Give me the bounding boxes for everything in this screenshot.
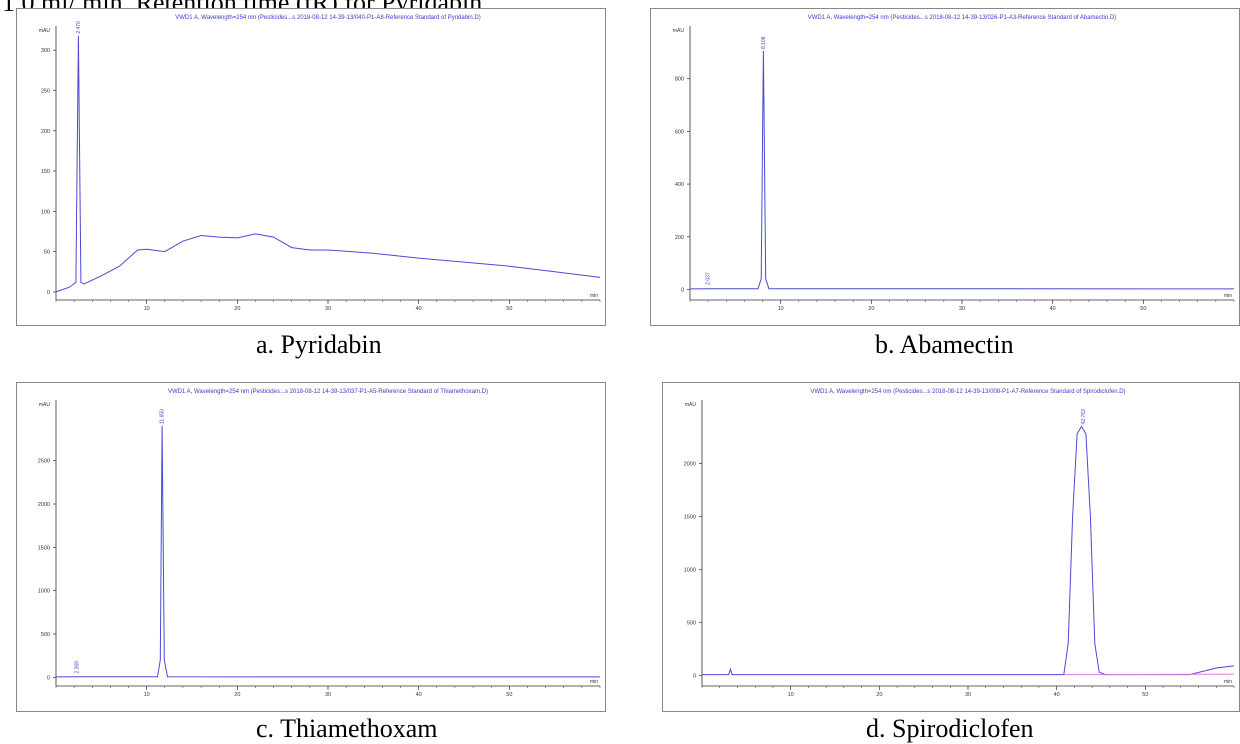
chart-svg: VWD1 A, Wavelength=254 nm (Pesticides...… [16, 8, 606, 326]
x-tick-label: 10 [144, 306, 150, 312]
x-axis-label: min [590, 679, 598, 685]
y-tick-label: 200 [675, 235, 684, 241]
y-tick-label: 1000 [684, 567, 696, 573]
x-tick-label: 40 [416, 306, 422, 312]
y-tick-label: 300 [41, 48, 50, 54]
chart-title: VWD1 A, Wavelength=254 nm (Pesticides...… [168, 389, 488, 395]
x-axis-label: min [1224, 293, 1232, 299]
caption-spirodiclofen: d. Spirodiclofen [866, 714, 1034, 743]
x-tick-label: 20 [234, 692, 240, 698]
y-tick-label: 50 [44, 250, 50, 256]
y-tick-label: 0 [47, 675, 50, 681]
x-tick-label: 20 [234, 306, 240, 312]
y-tick-label: 100 [41, 209, 50, 215]
y-tick-label: 500 [687, 620, 696, 626]
y-tick-label: 2500 [38, 459, 50, 465]
series-line [1063, 673, 1235, 676]
y-tick-label: 0 [681, 287, 684, 293]
x-tick-label: 40 [416, 692, 422, 698]
chart-title: VWD1 A, Wavelength=254 nm (Pesticides...… [175, 15, 480, 21]
x-axis-label: min [1224, 679, 1232, 685]
panel-frame [16, 8, 606, 326]
chart-title: VWD1 A, Wavelength=254 nm (Pesticides...… [808, 15, 1116, 21]
chromatogram-pyridabin: VWD1 A, Wavelength=254 nm (Pesticides...… [16, 8, 606, 326]
x-tick-label: 10 [778, 306, 784, 312]
peak-label: 8.108 [761, 36, 767, 49]
caption-pyridabin: a. Pyridabin [256, 330, 382, 359]
chart-svg: VWD1 A, Wavelength=254 nm (Pesticides...… [662, 382, 1240, 712]
chart-svg: VWD1 A, Wavelength=254 nm (Pesticides...… [650, 8, 1240, 326]
series-line [55, 425, 601, 678]
peak-label: 2.470 [76, 21, 82, 34]
peak-label: 11.650 [160, 409, 166, 424]
y-tick-label: 0 [693, 673, 696, 679]
caption-abamectin: b. Abamectin [875, 330, 1014, 359]
x-tick-label: 30 [325, 306, 331, 312]
x-tick-label: 50 [1142, 692, 1148, 698]
x-tick-label: 50 [1140, 306, 1146, 312]
chromatogram-spirodiclofen: VWD1 A, Wavelength=254 nm (Pesticides...… [662, 382, 1240, 712]
x-axis-label: min [590, 293, 598, 299]
x-tick-label: 30 [965, 692, 971, 698]
x-tick-label: 50 [506, 692, 512, 698]
x-tick-label: 30 [325, 692, 331, 698]
panel-frame [662, 382, 1240, 712]
y-axis-label: mAU [39, 28, 51, 34]
series-line [689, 50, 1235, 290]
x-tick-label: 20 [868, 306, 874, 312]
x-tick-label: 50 [506, 306, 512, 312]
y-tick-label: 2000 [684, 462, 696, 468]
y-tick-label: 1500 [38, 545, 50, 551]
y-tick-label: 1500 [684, 515, 696, 521]
x-tick-label: 40 [1054, 692, 1060, 698]
chart-svg: VWD1 A, Wavelength=254 nm (Pesticides...… [16, 382, 606, 712]
x-tick-label: 30 [959, 306, 965, 312]
x-tick-label: 40 [1050, 306, 1056, 312]
y-axis-label: mAU [39, 402, 51, 408]
y-tick-label: 0 [47, 290, 50, 296]
y-tick-label: 500 [41, 632, 50, 638]
series-line [55, 35, 601, 293]
y-tick-label: 2000 [38, 502, 50, 508]
y-tick-label: 200 [41, 129, 50, 135]
peak-label: 42.763 [1081, 409, 1087, 425]
y-axis-label: mAU [673, 28, 685, 34]
peak-label: 2.369 [74, 661, 80, 674]
peak-label: 2.037 [706, 272, 712, 285]
y-tick-label: 250 [41, 88, 50, 94]
y-tick-label: 800 [675, 77, 684, 83]
x-tick-label: 10 [788, 692, 794, 698]
y-tick-label: 600 [675, 129, 684, 135]
panel-frame [16, 382, 606, 712]
y-tick-label: 400 [675, 182, 684, 188]
y-tick-label: 150 [41, 169, 50, 175]
chart-title: VWD1 A, Wavelength=254 nm (Pesticides...… [810, 389, 1125, 395]
chromatogram-thiamethoxam: VWD1 A, Wavelength=254 nm (Pesticides...… [16, 382, 606, 712]
x-tick-label: 10 [144, 692, 150, 698]
caption-thiamethoxam: c. Thiamethoxam [256, 714, 438, 743]
panel-frame [650, 8, 1240, 326]
y-axis-label: mAU [685, 402, 697, 408]
y-tick-label: 1000 [38, 589, 50, 595]
x-tick-label: 20 [876, 692, 882, 698]
chromatogram-abamectin: VWD1 A, Wavelength=254 nm (Pesticides...… [650, 8, 1240, 326]
